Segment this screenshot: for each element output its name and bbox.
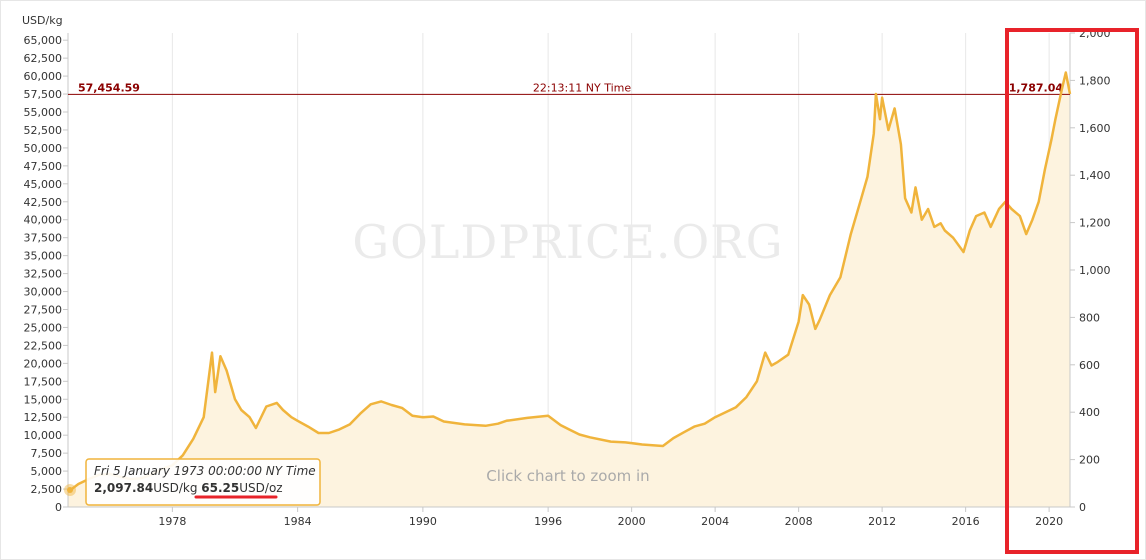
x-tick-label: 2000	[618, 515, 646, 528]
y-left-tick-label: 45,000	[24, 178, 63, 191]
x-tick-label: 2008	[785, 515, 813, 528]
price-line	[67, 71, 1072, 493]
y-right-tick-label: 800	[1079, 311, 1100, 324]
y-left-tick-label: 30,000	[24, 286, 63, 299]
zoom-hint: Click chart to zoom in	[486, 467, 649, 485]
y-left-tick-label: 62,500	[24, 52, 63, 65]
y-left-tick-label: 60,000	[24, 70, 63, 83]
y-right-tick-label: 400	[1079, 406, 1100, 419]
y-left-tick-label: 12,500	[24, 411, 63, 424]
tooltip-date: Fri 5 January 1973 00:00:00 NY Time	[94, 464, 316, 478]
price-area	[68, 72, 1070, 507]
y-left-tick-label: 10,000	[24, 429, 63, 442]
y-right-tick-label: 600	[1079, 359, 1100, 372]
y-left-tick-label: 25,000	[24, 321, 63, 334]
area-layer	[68, 72, 1070, 507]
y-left-tick-label: 2,500	[31, 483, 63, 496]
y-right-tick-label: 1,000	[1079, 264, 1111, 277]
x-axis-ticks: 1978 1984 1990 1996 2000 2004 2008 2012 2016 2020	[158, 507, 1063, 528]
y-axis-right-ticks: 2,0001,8001,6001,4001,2001,0008006004002…	[1070, 27, 1111, 514]
x-tick-label: 1990	[409, 515, 437, 528]
x-tick-label: 2012	[868, 515, 896, 528]
y-left-tick-label: 37,500	[24, 232, 63, 245]
y-left-tick-label: 57,500	[24, 88, 63, 101]
y-left-tick-label: 42,500	[24, 196, 63, 209]
y-left-tick-label: 17,500	[24, 375, 63, 388]
x-tick-label: 2016	[952, 515, 980, 528]
y-right-tick-label: 1,200	[1079, 217, 1111, 230]
y-left-tick-label: 7,500	[31, 447, 63, 460]
y-left-tick-label: 32,500	[24, 268, 63, 281]
y-axis-left-ticks: 65,000 62,500 60,000 57,500 55,000 52,500 50,0…	[24, 34, 68, 514]
y-left-tick-label: 22,500	[24, 339, 63, 352]
tooltip-value-kg: 2,097.84	[94, 481, 153, 495]
y-right-tick-label: 0	[1079, 501, 1086, 514]
tooltip: Fri 5 January 1973 00:00:00 NY Time 2,09…	[64, 458, 321, 506]
y-left-tick-label: 55,000	[24, 106, 63, 119]
tooltip-values: 2,097.84USD/kg 65.25USD/oz	[94, 481, 283, 495]
y-left-tick-label: 27,500	[24, 304, 63, 317]
watermark: GOLDPRICE.ORG	[352, 215, 783, 269]
y-right-tick-label: 200	[1079, 454, 1100, 467]
current-time-label: 22:13:11 NY Time	[533, 81, 631, 94]
y-right-tick-label: 1,800	[1079, 74, 1111, 87]
x-tick-label: 2020	[1035, 515, 1063, 528]
y-left-tick-label: 20,000	[24, 357, 63, 370]
current-price-kg-label: 57,454.59	[78, 81, 140, 94]
y-left-tick-label: 65,000	[24, 34, 63, 47]
price-line-layer	[67, 71, 1072, 493]
y-left-tick-label: 52,500	[24, 124, 63, 137]
y-left-tick-label: 40,000	[24, 214, 63, 227]
y-axis-unit-label: USD/kg	[22, 14, 63, 27]
x-tick-label: 2004	[701, 515, 729, 528]
right-axis-highlight-box	[1005, 28, 1139, 554]
y-left-tick-label: 35,000	[24, 250, 63, 263]
y-left-tick-label: 15,000	[24, 393, 63, 406]
hover-marker	[67, 487, 73, 493]
y-right-tick-label: 1,600	[1079, 122, 1111, 135]
y-left-tick-label: 0	[55, 501, 62, 514]
tooltip-box	[85, 458, 321, 506]
tooltip-value-oz: 65.25	[201, 481, 239, 495]
y-left-tick-label: 5,000	[31, 465, 63, 478]
current-price-oz-label: 1,787.04	[1009, 81, 1064, 94]
y-left-tick-label: 47,500	[24, 160, 63, 173]
x-tick-label: 1978	[158, 515, 186, 528]
y-left-tick-label: 50,000	[24, 142, 63, 155]
x-tick-label: 1996	[534, 515, 562, 528]
tooltip-unit-kg: USD/kg	[153, 481, 197, 495]
x-tick-label: 1984	[284, 515, 312, 528]
y-right-tick-label: 1,400	[1079, 169, 1111, 182]
tooltip-unit-oz: USD/oz	[239, 481, 282, 495]
